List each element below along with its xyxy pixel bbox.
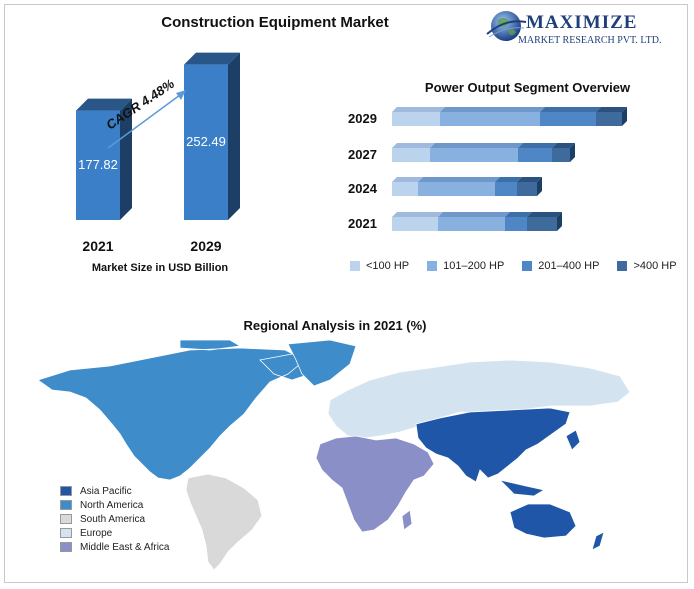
map-legend: Asia Pacific North America South America Eu…	[60, 484, 169, 554]
segment-2021-2	[505, 217, 527, 231]
segment-2021-0	[392, 217, 438, 231]
segment-top	[430, 143, 523, 148]
world-map	[37, 340, 631, 570]
segment-top	[527, 212, 562, 217]
map-legend-item: Asia Pacific	[60, 484, 169, 498]
legend-swatch	[350, 261, 360, 271]
segment-top	[392, 107, 445, 112]
bar-value-label: 252.49	[186, 134, 226, 150]
legend-swatch	[617, 261, 628, 271]
bar-value-label: 177.82	[78, 157, 118, 173]
segment-legend: <100 HP 101–200 HP 201–400 HP >400 HP	[350, 260, 677, 272]
segment-end	[557, 212, 562, 231]
segment-2027-0	[392, 148, 430, 162]
bar-top	[76, 98, 132, 111]
legend-swatch	[60, 514, 72, 524]
segment-category-label: 2027	[348, 147, 377, 162]
map-legend-item: South America	[60, 512, 169, 526]
segment-2027-1	[430, 148, 518, 162]
market-size-chart: CAGR 4.48%	[76, 52, 240, 221]
legend-label: Asia Pacific	[80, 485, 132, 497]
region-asia-pacific	[415, 407, 605, 551]
segment-2029-0	[392, 112, 440, 126]
segment-2029-2	[540, 112, 596, 126]
segment-chart-title: Power Output Segment Overview	[424, 80, 631, 95]
legend-swatch	[522, 261, 533, 271]
segment-category-label: 2024	[348, 181, 377, 196]
segment-top	[552, 143, 575, 148]
segment-top	[440, 107, 545, 112]
bar-side	[228, 52, 240, 221]
segment-category-label: 2021	[348, 216, 377, 231]
segment-end	[537, 177, 542, 196]
bar-2021	[76, 110, 120, 220]
segment-top	[438, 212, 510, 217]
bar-top	[184, 52, 240, 65]
region-south-america	[185, 473, 263, 570]
segment-2024-3	[517, 182, 537, 196]
segment-chart	[392, 107, 627, 231]
segment-2027-2	[518, 148, 552, 162]
legend-label: Middle East & Africa	[80, 541, 170, 553]
segment-legend-item: 201–400 HP	[522, 260, 599, 272]
segment-top	[392, 212, 443, 217]
legend-label: 101–200 HP	[443, 260, 505, 272]
figure-frame	[4, 4, 688, 583]
legend-swatch	[427, 261, 438, 271]
segment-top	[392, 143, 435, 148]
region-greenland	[287, 340, 357, 387]
bar-2029	[184, 64, 228, 220]
legend-label: Europe	[80, 527, 113, 539]
map-title: Regional Analysis in 2021 (%)	[243, 318, 427, 333]
segment-2024-0	[392, 182, 418, 196]
segment-top	[540, 107, 601, 112]
segment-end	[622, 107, 627, 126]
legend-swatch	[60, 500, 72, 510]
bar-category-label: 2029	[190, 238, 222, 254]
segment-legend-item: >400 HP	[617, 260, 677, 272]
segment-end	[570, 143, 575, 162]
legend-label: >400 HP	[633, 260, 677, 272]
map-legend-item: Middle East & Africa	[60, 540, 169, 554]
legend-label: 201–400 HP	[538, 260, 600, 272]
legend-swatch	[60, 486, 72, 496]
legend-label: South America	[80, 513, 146, 525]
market-size-xlabel: Market Size in USD Billion	[91, 262, 229, 274]
segment-2024-2	[495, 182, 517, 196]
segment-legend-item: 101–200 HP	[427, 260, 504, 272]
globe-icon	[486, 11, 527, 41]
segment-top	[392, 177, 423, 182]
segment-top	[505, 212, 532, 217]
cagr-arrow-head	[176, 90, 186, 100]
segment-top	[517, 177, 542, 182]
bar-category-label: 2021	[82, 238, 114, 254]
region-north-america	[37, 340, 319, 481]
bar-side	[120, 98, 132, 220]
segment-2024-1	[418, 182, 495, 196]
map-legend-item: North America	[60, 498, 169, 512]
region-middle-east-africa	[315, 435, 435, 533]
legend-swatch	[60, 542, 72, 552]
cagr-arrow-line	[107, 94, 181, 149]
market-chart-title: Construction Equipment Market	[161, 14, 389, 31]
map-legend-item: Europe	[60, 526, 169, 540]
segment-legend-item: <100 HP	[350, 260, 409, 272]
segment-top	[518, 143, 557, 148]
segment-top	[418, 177, 500, 182]
segment-2027-3	[552, 148, 570, 162]
segment-2021-1	[438, 217, 505, 231]
segment-top	[596, 107, 627, 112]
legend-label: <100 HP	[366, 260, 410, 272]
segment-top	[495, 177, 522, 182]
region-europe	[327, 359, 631, 439]
legend-label: North America	[80, 499, 144, 511]
logo-name: MAXIMIZE	[526, 12, 638, 33]
segment-2021-3	[527, 217, 557, 231]
logo-tagline: MARKET RESEARCH PVT. LTD.	[518, 35, 662, 46]
segment-2029-3	[596, 112, 622, 126]
company-logo: MAXIMIZE MARKET RESEARCH PVT. LTD.	[484, 6, 684, 50]
legend-swatch	[60, 528, 72, 538]
segment-2029-1	[440, 112, 540, 126]
segment-category-label: 2029	[348, 111, 377, 126]
